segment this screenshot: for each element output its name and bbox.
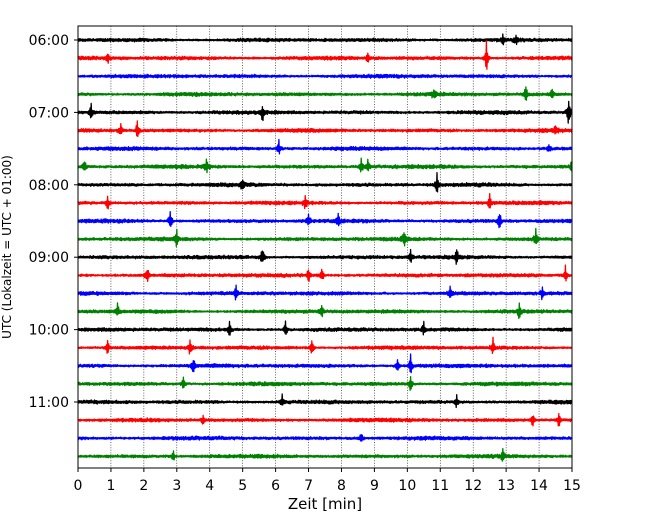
x-tick-label: 8 [337, 478, 346, 494]
x-tick-label: 4 [205, 478, 214, 494]
x-tick-label: 12 [464, 478, 482, 494]
x-axis-ticks: 0 1 2 3 4 5 6 7 8 9 10 11 12 13 14 15 [74, 468, 581, 494]
y-axis-ticks: 06:00 07:00 08:00 09:00 10:00 11:00 [29, 33, 78, 411]
x-tick-label: 11 [431, 478, 449, 494]
x-tick-label: 6 [271, 478, 280, 494]
y-tick-label: 08:00 [29, 178, 69, 194]
y-tick-label: 10:00 [29, 323, 69, 339]
x-tick-label: 3 [172, 478, 181, 494]
y-tick-label: 11:00 [29, 395, 69, 411]
x-tick-label: 2 [139, 478, 148, 494]
x-tick-label: 14 [530, 478, 548, 494]
y-tick-label: 09:00 [29, 250, 69, 266]
y-axis-label: UTC (Lokalzeit = UTC + 01:00) [0, 155, 14, 339]
x-tick-label: 15 [563, 478, 581, 494]
x-tick-label: 0 [74, 478, 83, 494]
y-tick-label: 07:00 [29, 105, 69, 121]
x-axis-label: Zeit [min] [288, 495, 362, 513]
x-tick-label: 7 [304, 478, 313, 494]
x-tick-label: 10 [398, 478, 416, 494]
x-tick-label: 5 [238, 478, 247, 494]
y-tick-label: 06:00 [29, 33, 69, 49]
x-tick-label: 13 [497, 478, 515, 494]
x-tick-label: 1 [106, 478, 115, 494]
x-tick-label: 9 [370, 478, 379, 494]
